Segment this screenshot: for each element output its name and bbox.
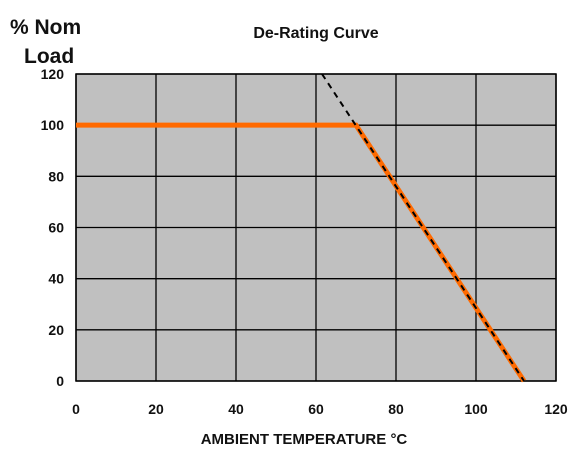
x-tick-label: 120 (544, 401, 568, 417)
x-axis-label: AMBIENT TEMPERATURE °C (201, 431, 408, 448)
x-tick-label: 80 (388, 401, 404, 417)
y-tick-label: 120 (41, 66, 65, 82)
chart-title: De-Rating Curve (253, 25, 378, 42)
plot-frame (75, 73, 557, 382)
y-axis-label-line1: % Nom (10, 16, 81, 39)
x-tick-label: 60 (308, 401, 324, 417)
y-tick-label: 100 (41, 117, 65, 133)
y-tick-label: 80 (48, 168, 64, 184)
y-tick-label: 20 (48, 322, 64, 338)
x-tick-label: 40 (228, 401, 244, 417)
y-axis-label-line2: Load (24, 45, 74, 68)
plot-area: 0 20 40 60 80 100 120 0 20 40 60 80 100 120 (41, 66, 568, 417)
x-tick-label: 100 (464, 401, 488, 417)
y-tick-label: 0 (56, 373, 64, 389)
x-tick-label: 20 (148, 401, 164, 417)
y-tick-label: 60 (48, 220, 64, 236)
x-tick-label: 0 (72, 401, 80, 417)
y-tick-label: 40 (48, 271, 64, 287)
